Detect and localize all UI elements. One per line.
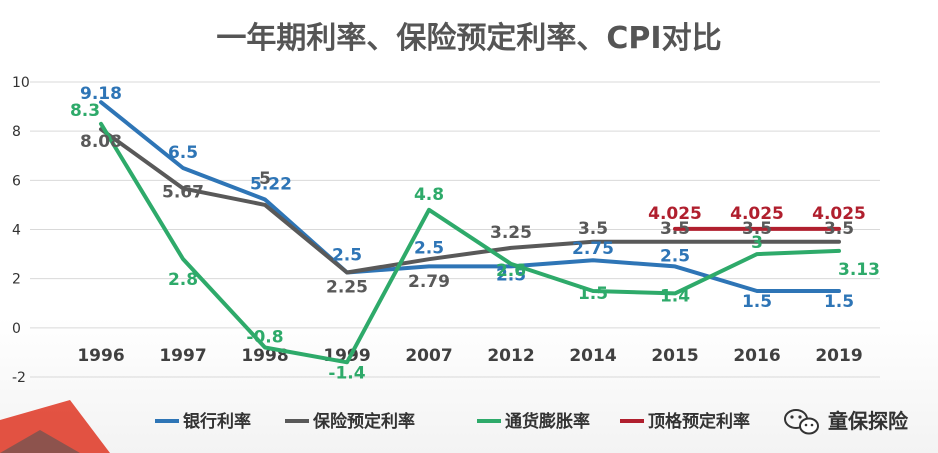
- y-axis: 10 8 6 4 2 0 -2: [12, 75, 30, 386]
- data-label: 5: [259, 169, 271, 189]
- data-label: 3.13: [838, 260, 880, 280]
- series-line: [99, 100, 841, 293]
- data-label: 8.08: [80, 132, 122, 152]
- y-tick-label: 0: [12, 321, 21, 337]
- y-tick-label: 10: [12, 75, 30, 91]
- x-tick-label: 2012: [487, 346, 534, 366]
- y-tick-label: 2: [12, 272, 21, 288]
- data-label: 3.5: [824, 219, 854, 239]
- data-label: 6.5: [168, 143, 198, 163]
- corner-decoration-dark: [0, 430, 80, 453]
- chart-title: 一年期利率、保险预定利率、CPI对比: [216, 21, 721, 56]
- data-label: 1.5: [824, 292, 854, 312]
- data-label: 2.79: [408, 272, 450, 292]
- series-line: [99, 127, 841, 275]
- watermark: 童保探险: [784, 409, 909, 435]
- watermark-text: 童保探险: [828, 409, 909, 433]
- x-tick-label: 2014: [569, 346, 616, 366]
- data-label: 3.5: [578, 219, 608, 239]
- data-label: 3: [751, 233, 763, 253]
- data-label: 3.5: [660, 219, 690, 239]
- x-tick-label: 2015: [651, 346, 698, 366]
- data-label: 3.25: [490, 223, 532, 243]
- y-tick-label: 6: [12, 173, 21, 189]
- data-label: 2.5: [332, 246, 362, 266]
- data-label: 2.5: [414, 238, 444, 258]
- series-line: [99, 121, 841, 365]
- data-label: 4.025: [730, 204, 784, 224]
- legend: 银行利率 保险预定利率 通货膨胀率 顶格预定利率: [155, 411, 750, 432]
- data-label: 2.25: [326, 278, 368, 298]
- data-label: 5.22: [250, 175, 292, 195]
- data-label: 1.5: [578, 284, 608, 304]
- legend-label: 通货膨胀率: [505, 411, 590, 432]
- x-tick-label: 1996: [77, 346, 124, 366]
- data-label: 3.5: [742, 219, 772, 239]
- data-label: 2.75: [572, 239, 614, 259]
- legend-label: 银行利率: [183, 411, 251, 432]
- legend-label: 保险预定利率: [312, 411, 415, 432]
- data-label: 9.18: [80, 84, 122, 104]
- data-label: 8.3: [70, 101, 100, 121]
- data-label-layer: 9.18 6.5 5.22 2.5 2.5 2.5 2.75 2.5 1.5 1.5 8.08 5.6…: [70, 84, 880, 383]
- legend-label: 顶格预定利率: [648, 411, 750, 432]
- data-label: 1.5: [742, 292, 772, 312]
- x-tick-label: 2016: [733, 346, 780, 366]
- data-label: 1.4: [660, 286, 690, 306]
- x-tick-label: 2019: [815, 346, 862, 366]
- wechat-icon: [784, 409, 819, 435]
- data-label: -0.8: [246, 328, 283, 348]
- x-tick-label: 2007: [405, 346, 452, 366]
- data-label: 5.67: [162, 182, 204, 202]
- data-label: 2.8: [168, 270, 198, 290]
- data-label: 4.025: [812, 204, 866, 224]
- y-tick-label: 4: [12, 223, 21, 239]
- data-label: 4.025: [648, 204, 702, 224]
- series-layer: [99, 100, 841, 365]
- y-tick-label: 8: [12, 124, 21, 140]
- data-label: 4.8: [414, 185, 444, 205]
- x-axis: 1996 1997 1998 1999 2007 2012 2014 2015 2016 2019: [77, 346, 862, 366]
- data-label: 2.5: [660, 246, 690, 266]
- data-label: 2.5: [496, 265, 526, 285]
- data-label: -1.4: [328, 363, 365, 383]
- y-tick-label: -2: [12, 370, 26, 386]
- data-label: 2.6: [496, 261, 526, 281]
- x-tick-label: 1997: [159, 346, 206, 366]
